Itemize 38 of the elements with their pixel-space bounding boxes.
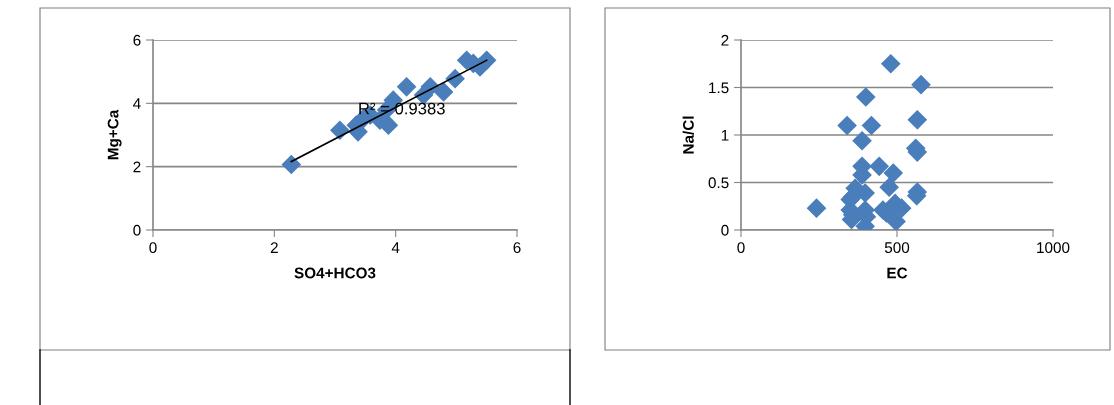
point	[907, 110, 927, 130]
y-tick-label: 0	[721, 224, 729, 236]
x-axis-title: SO4+HCO3	[294, 267, 376, 279]
x-tick-label: 0	[149, 242, 157, 254]
y-tick-label: 0	[133, 224, 141, 236]
x-axis-title: EC	[887, 267, 908, 279]
x-tick-label: 2	[270, 242, 278, 253]
x-tick-label: 6	[513, 242, 521, 254]
y-axis-title: Mg+Ca	[107, 109, 122, 160]
point	[330, 120, 350, 140]
point	[869, 156, 889, 176]
x-tick-label: 4	[391, 242, 400, 253]
y-tick-label: 2	[721, 34, 729, 46]
point	[397, 77, 417, 97]
point	[883, 163, 903, 183]
y-tick-label: 6	[133, 34, 141, 46]
point	[852, 131, 872, 151]
point	[378, 115, 398, 135]
y-tick-label: 1	[721, 130, 729, 141]
point	[477, 50, 497, 70]
x-tick-label: 0	[737, 242, 745, 254]
point	[434, 82, 454, 102]
point	[861, 115, 881, 136]
x-tick-label: 1000	[1037, 242, 1070, 254]
point	[806, 198, 827, 218]
y-axis-title: Na/Cl	[682, 116, 694, 154]
point	[886, 211, 906, 230]
point	[911, 75, 931, 95]
point	[837, 115, 857, 136]
point	[856, 87, 876, 107]
point	[881, 54, 901, 74]
y-tick-label: 2	[133, 161, 141, 173]
point	[281, 154, 301, 174]
y-tick-label: 1.5	[709, 82, 729, 94]
y-tick-label: 0.5	[708, 177, 729, 189]
point	[879, 177, 899, 197]
y-tick-label: 4	[133, 98, 141, 109]
x-tick-label: 500	[884, 242, 910, 254]
